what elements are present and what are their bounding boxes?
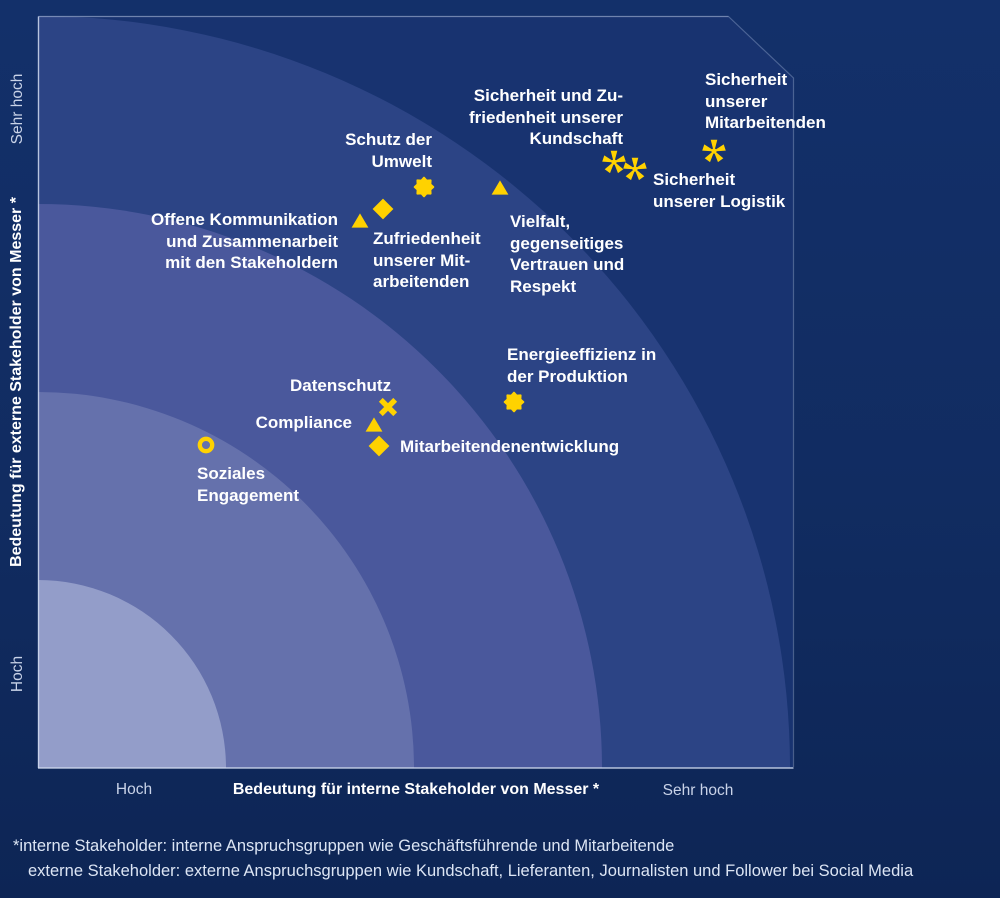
point-label-line: Schutz der xyxy=(345,130,432,149)
point-label-kundschaft: Sicherheit und Zu-friedenheit unserer Kun… xyxy=(469,85,623,150)
point-label-line: Vielfalt, xyxy=(510,212,571,231)
point-label-vielfalt: Vielfalt, gegenseitiges Vertrauen und Respe… xyxy=(510,211,624,297)
point-marker-soziales-ring xyxy=(197,436,215,454)
point-label-line: Zufriedenheit xyxy=(373,229,481,248)
plot-area xyxy=(38,16,793,768)
x-axis-title: Bedeutung für interne Stakeholder von Me… xyxy=(232,781,600,798)
footnote-line-2: externe Stakeholder: externe Anspruchsgr… xyxy=(28,862,914,880)
point-marker-umwelt-burst xyxy=(413,176,435,198)
point-label-line: Sicherheit xyxy=(705,70,788,89)
point-label-mitarbeitendenentwicklung: Mitarbeitendenentwicklung xyxy=(400,436,619,458)
point-label-line: Compliance xyxy=(255,413,352,432)
point-label-line: und Zusammenarbeit xyxy=(166,231,338,251)
point-marker-compliance-triangle xyxy=(364,417,383,434)
point-layer: Sicherheit und Zu-friedenheit unserer Kun… xyxy=(38,16,826,768)
point-label-line: Mitarbeitenden xyxy=(705,113,826,132)
point-label-line: Soziales xyxy=(197,464,266,483)
point-label-line: mit den Stakeholdern xyxy=(165,253,338,272)
point-label-line: Vertrauen und xyxy=(510,255,625,274)
point-label-mitarbeitenden: Sicherheit unserer Mitarbeitenden xyxy=(705,69,826,134)
point-label-line: unserer Logistik xyxy=(653,191,786,211)
y-tick-hoch: Hoch xyxy=(9,655,26,693)
x-tick-sehr-hoch: Sehr hoch xyxy=(662,782,734,799)
point-label-line: Datenschutz xyxy=(290,376,392,395)
footnote-line-1: *interne Stakeholder: interne Anspruchsg… xyxy=(13,837,675,855)
point-marker-kundschaft-b-asterisk xyxy=(623,156,648,181)
point-marker-kundschaft-a-asterisk xyxy=(602,149,627,174)
point-label-line: Energieeffizienz in xyxy=(507,345,657,364)
point-label-umwelt: Schutz der Umwelt xyxy=(345,129,432,172)
point-label-line: unserer Mit- xyxy=(373,250,471,270)
point-label-offene: Offene Kommunikation und Zusammenarbeit mi… xyxy=(151,209,338,274)
point-label-line: Mitarbeitendenentwicklung xyxy=(400,437,620,456)
point-label-energie: Energieeffizienz in der Produktion xyxy=(507,344,656,387)
point-label-line: Sicherheit xyxy=(653,170,736,189)
point-label-line: Offene Kommunikation xyxy=(150,210,338,229)
point-label-line: Engagement xyxy=(197,485,300,505)
y-axis-title: Bedeutung für externe Stakeholder von Me… xyxy=(8,197,25,567)
point-marker-datenschutz-x xyxy=(378,397,399,418)
point-label-line: Umwelt xyxy=(371,151,432,171)
point-marker-vielfalt-triangle xyxy=(491,180,510,197)
point-marker-mitarbeitendenentwicklung-diamond xyxy=(368,435,390,457)
point-label-line: friedenheit unserer xyxy=(469,107,623,127)
y-tick-sehr-hoch: Sehr hoch xyxy=(9,73,26,145)
point-label-compliance: Compliance xyxy=(256,412,352,434)
point-marker-mitarbeitenden-asterisk xyxy=(701,139,726,164)
point-label-line: der Produktion xyxy=(507,366,628,386)
point-label-line: arbeitenden xyxy=(373,272,470,291)
point-label-datenschutz: Datenschutz xyxy=(290,375,391,397)
point-label-soziales: Soziales Engagement xyxy=(197,463,299,506)
point-marker-offene-triangle xyxy=(350,213,369,230)
point-label-line: gegenseitiges xyxy=(510,233,624,253)
point-label-line: unserer xyxy=(705,91,768,111)
point-label-logistik: Sicherheit unserer Logistik xyxy=(653,169,785,212)
point-label-line: Kundschaft xyxy=(529,129,624,148)
point-label-zufriedenheit: Zufriedenheit unserer Mit-arbeitenden xyxy=(373,228,481,293)
point-marker-energie-burst xyxy=(503,391,525,413)
x-tick-hoch: Hoch xyxy=(115,781,153,798)
point-label-line: Respekt xyxy=(510,276,577,296)
point-marker-zufriedenheit-diamond xyxy=(372,198,394,220)
point-label-line: Sicherheit und Zu- xyxy=(473,86,623,105)
